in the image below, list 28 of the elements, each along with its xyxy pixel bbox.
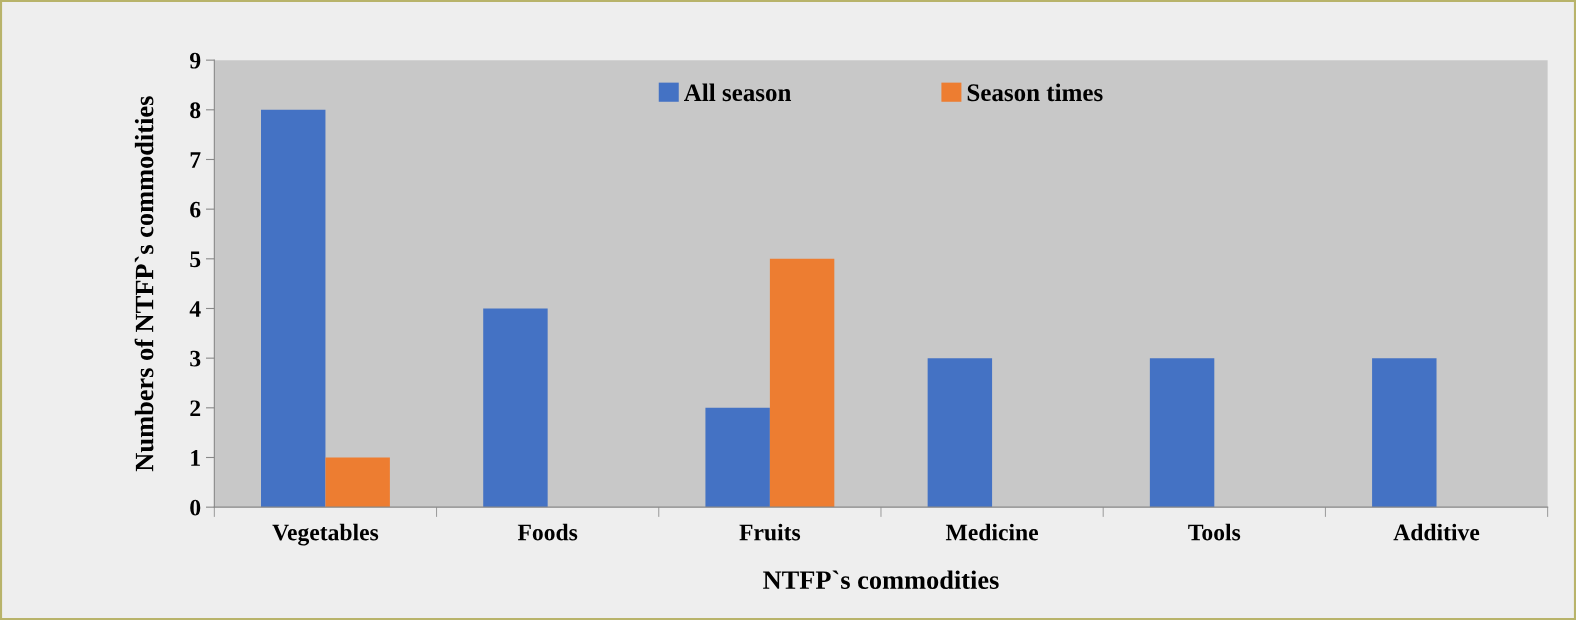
- x-tick-label: Tools: [1188, 523, 1241, 541]
- x-tick-label: Fruits: [739, 523, 801, 541]
- bar: [769, 258, 835, 508]
- bar: [1372, 358, 1437, 508]
- x-tick-label: Additive: [1393, 523, 1480, 541]
- bar: [927, 358, 993, 508]
- bar: [483, 308, 548, 508]
- bar: [705, 407, 770, 508]
- bar: [1149, 358, 1215, 508]
- x-tick-label: Foods: [517, 523, 578, 541]
- y-tick-label: 6: [190, 201, 201, 218]
- y-axis-title: Numbers of NTFP`s commodities: [134, 96, 154, 472]
- y-tick-label: 5: [190, 251, 201, 268]
- legend-label: Season times: [967, 83, 1103, 102]
- y-tick-label: 7: [190, 152, 201, 168]
- x-axis-title: NTFP`s commodities: [763, 570, 999, 589]
- y-tick-label: 9: [189, 52, 201, 69]
- bar: [261, 109, 326, 508]
- y-tick-label: 3: [190, 350, 201, 367]
- y-tick-label: 8: [190, 102, 201, 119]
- y-tick-label: 1: [191, 450, 200, 466]
- y-tick-label: 4: [189, 301, 201, 317]
- legend-label: All season: [684, 83, 792, 102]
- y-tick-label: 2: [190, 400, 201, 417]
- bar: [325, 457, 390, 508]
- x-tick-label: Vegetables: [272, 523, 379, 546]
- x-tick-label: Medicine: [945, 523, 1039, 541]
- y-tick-label: 0: [190, 499, 201, 516]
